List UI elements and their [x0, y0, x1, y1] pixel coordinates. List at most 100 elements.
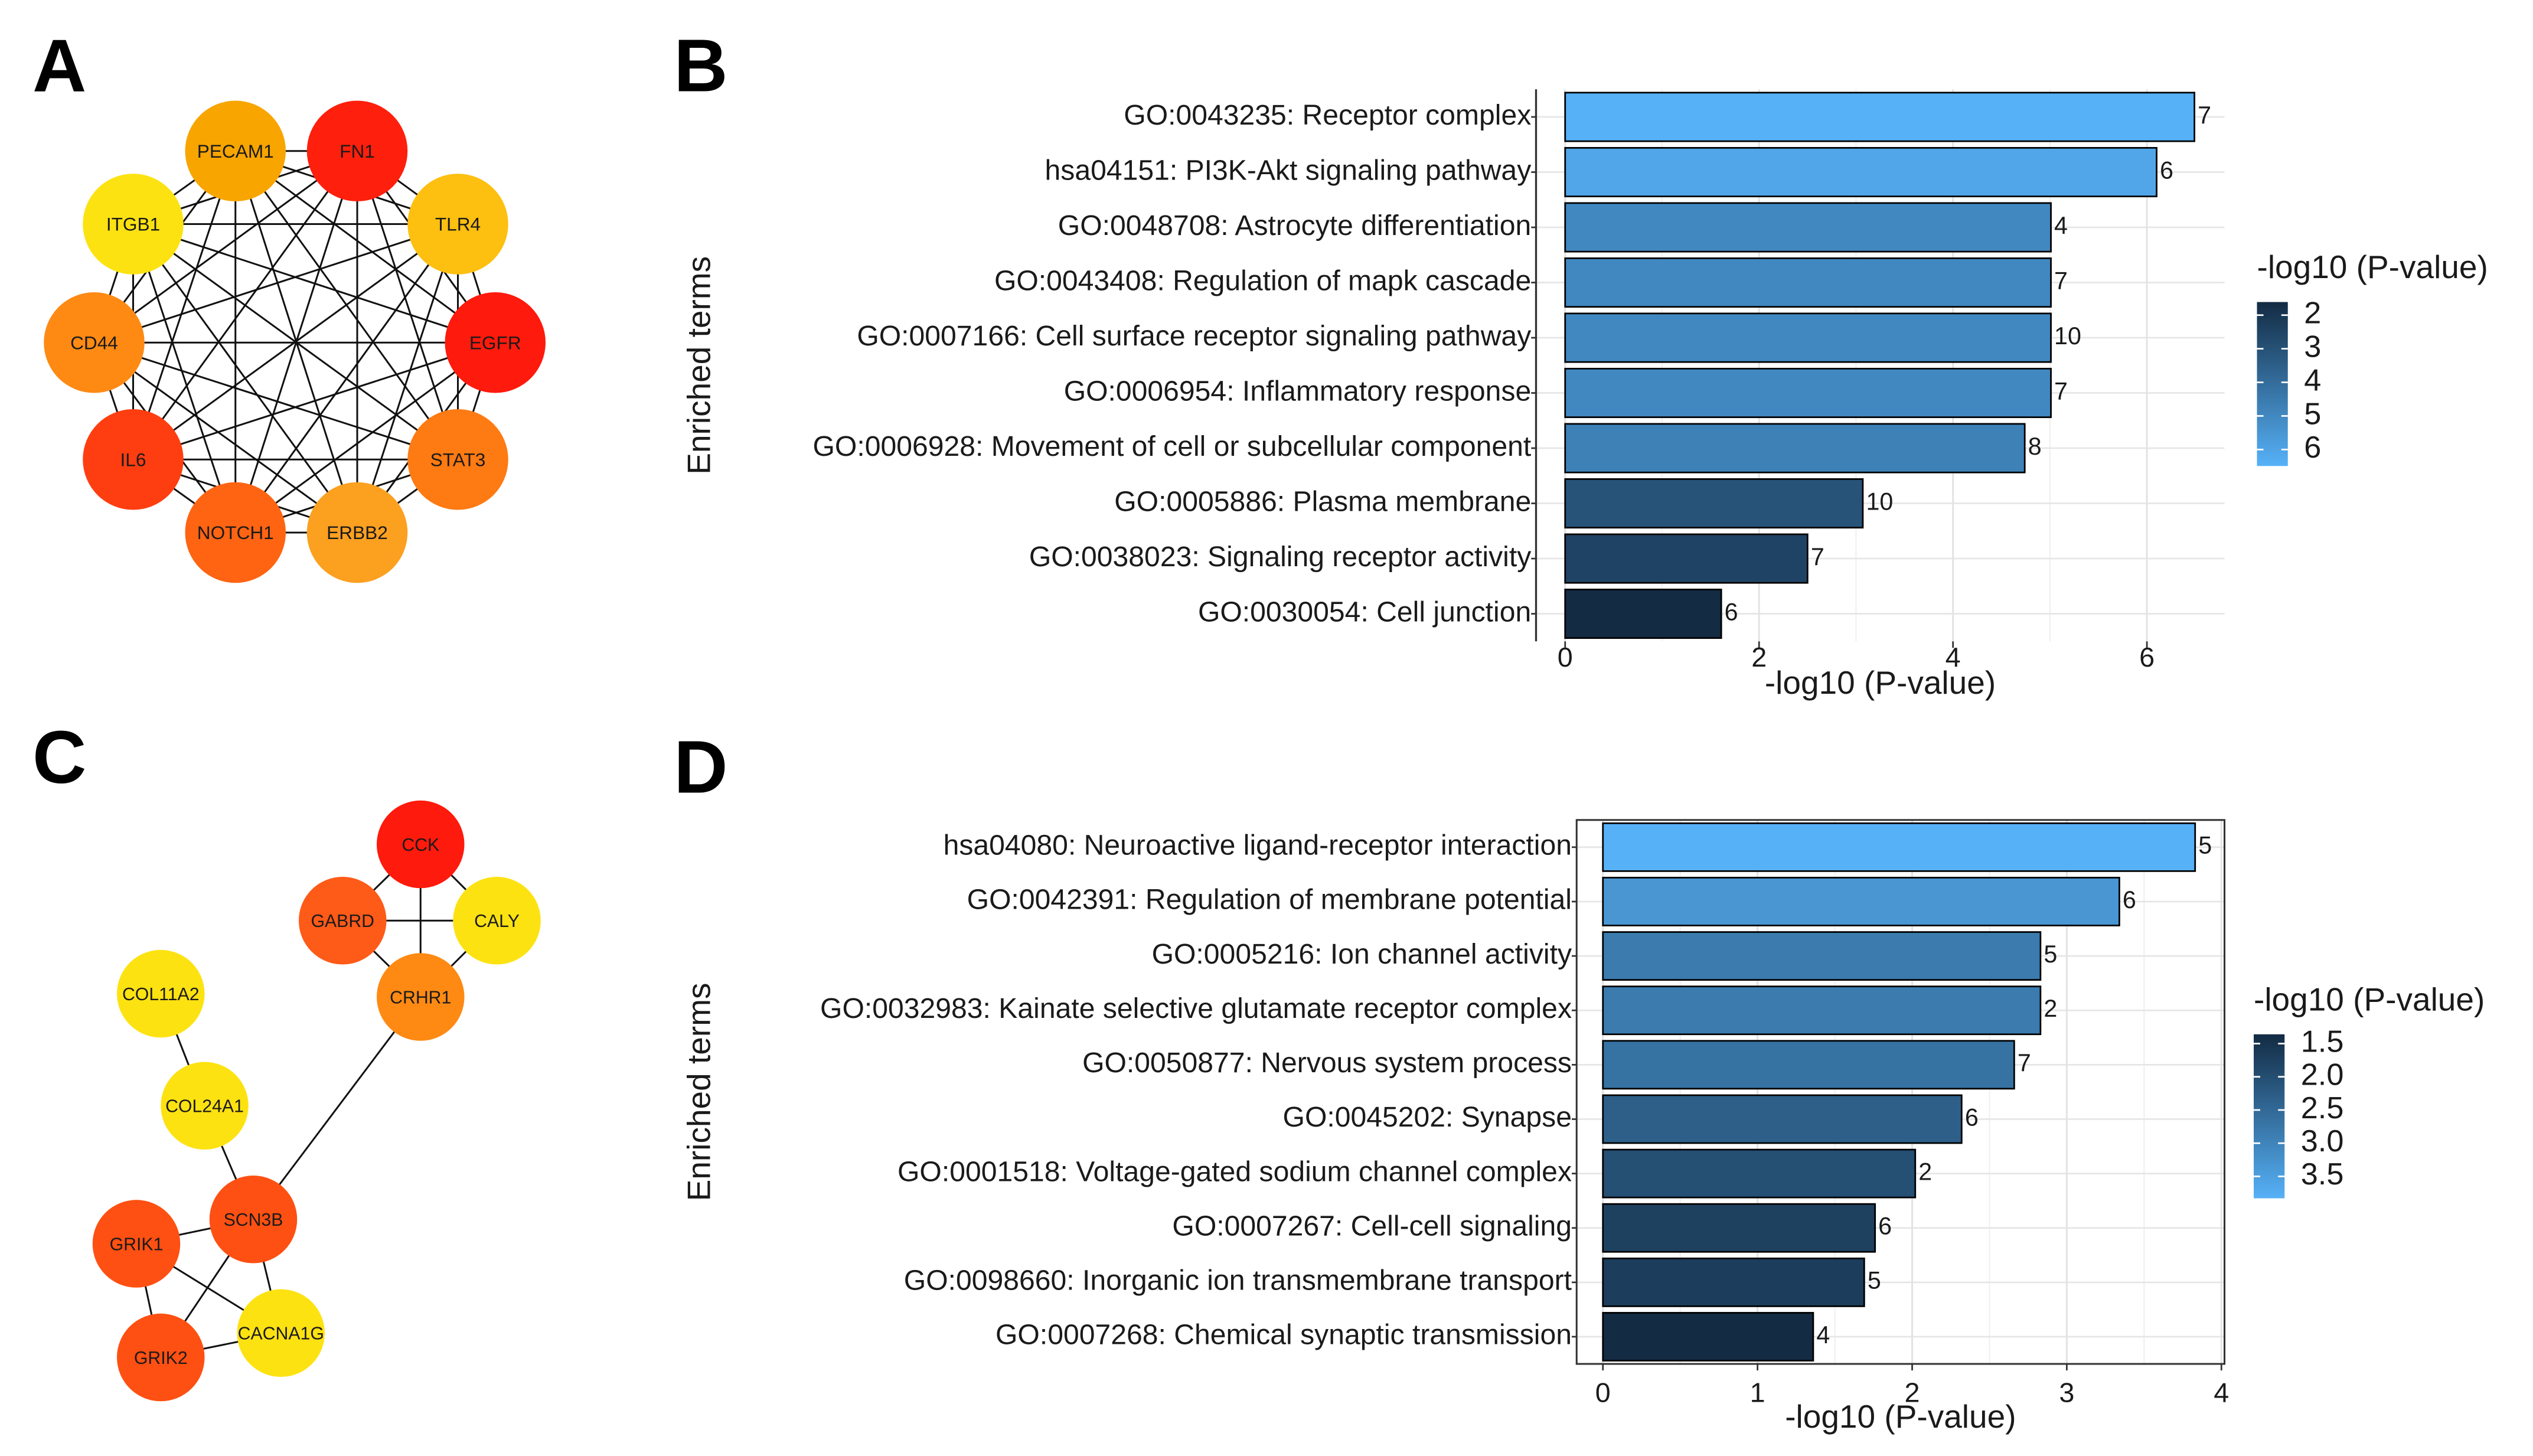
bar: [1602, 1257, 1865, 1307]
count-label: 2: [1918, 1158, 1932, 1185]
bar: [1602, 877, 2120, 926]
y-tick-label: GO:0006928: Movement of cell or subcellu…: [812, 430, 1531, 462]
network-node: [209, 1176, 298, 1264]
node-label: COL11A2: [122, 985, 200, 1004]
bar: [1602, 1094, 1963, 1144]
network-node: [407, 174, 508, 275]
node-label: PECAM1: [197, 141, 274, 162]
legend-tick-label: 2.0: [2301, 1058, 2344, 1092]
y-tick-label: hsa04151: PI3K-Akt signaling pathway: [1045, 154, 1532, 186]
y-tick-label: hsa04080: Neuroactive ligand-receptor in…: [944, 830, 1572, 861]
y-tick-label: GO:0045202: Synapse: [1283, 1101, 1572, 1133]
y-tick-label: GO:0032983: Kainate selective glutamate …: [820, 993, 1572, 1024]
count-label: 2: [2044, 995, 2057, 1022]
y-tick-label: GO:0042391: Regulation of membrane poten…: [967, 884, 1572, 916]
x-tick-label: 0: [1558, 642, 1573, 672]
count-label: 4: [2054, 212, 2068, 239]
bar: [1564, 92, 2195, 142]
bar: [1564, 533, 1809, 584]
colorbar: [2257, 302, 2288, 466]
network-node: [237, 1289, 325, 1377]
network-node: [92, 1200, 181, 1288]
bar: [1602, 1203, 1876, 1253]
node-label: TLR4: [435, 214, 481, 235]
y-axis-title: Enriched terms: [681, 982, 717, 1201]
network-edge: [132, 223, 459, 461]
network-node: [185, 482, 286, 583]
bar: [1602, 931, 2042, 981]
y-tick-label: GO:0007267: Cell-cell signaling: [1172, 1210, 1572, 1242]
node-label: CD44: [70, 332, 118, 353]
network-edge: [132, 151, 237, 460]
network-edge: [234, 342, 496, 534]
count-label: 6: [1965, 1104, 1979, 1131]
network-node: [407, 409, 508, 510]
network-edge: [93, 342, 358, 534]
y-tick-label: GO:0001518: Voltage-gated sodium channel…: [897, 1155, 1572, 1187]
count-label: 5: [2044, 941, 2057, 968]
network: PECAM1 FN1 TLR4 EGFR STAT3 ERBB2 NOTCH1 IL6 CD44…: [44, 100, 546, 583]
count-label: 7: [2054, 377, 2068, 404]
network-node: [185, 100, 286, 202]
count-label: 6: [1725, 598, 1738, 625]
bar: [1564, 257, 2052, 308]
node-label: CCK: [402, 835, 439, 855]
network-node: [83, 409, 184, 510]
node-label: FN1: [340, 141, 375, 162]
node-label: EGFR: [469, 332, 521, 353]
network-node: [117, 949, 205, 1038]
count-label: 6: [1878, 1213, 1892, 1240]
x-tick-label: 0: [1595, 1377, 1611, 1408]
x-tick-label: 1: [1750, 1377, 1765, 1408]
bar: [1564, 202, 2052, 253]
x-axis-title: -log10 (P-value): [1785, 1398, 2016, 1435]
x-tick-label: 2: [1751, 642, 1767, 672]
node-label: SCN3B: [224, 1210, 283, 1230]
count-label: 6: [2160, 156, 2173, 184]
count-label: 8: [2028, 433, 2042, 460]
network-edge: [133, 341, 496, 461]
legend-tick-label: 4: [2304, 363, 2321, 397]
x-tick-label: 4: [1946, 642, 1961, 672]
node-label: IL6: [120, 449, 146, 470]
network-edge: [94, 223, 458, 344]
node-label: GRIK2: [134, 1349, 188, 1368]
network-node: [117, 1313, 205, 1402]
node-label: NOTCH1: [197, 522, 274, 543]
node-label: COL24A1: [165, 1097, 244, 1117]
node-label: GABRD: [311, 912, 374, 931]
node-label: ITGB1: [106, 214, 160, 235]
network-edge: [133, 223, 496, 344]
node-label: CACNA1G: [238, 1324, 324, 1344]
network-node: [453, 877, 541, 965]
count-label: 7: [2198, 102, 2211, 129]
panel-label: B: [674, 23, 727, 107]
bar: [1564, 147, 2157, 198]
y-tick-label: GO:0007166: Cell surface receptor signal…: [857, 320, 1531, 352]
legend-tick-label: 3.0: [2301, 1124, 2344, 1158]
bar: [1602, 1312, 1814, 1362]
network-node: [306, 100, 408, 202]
y-tick-label: GO:0005216: Ion channel activity: [1152, 938, 1572, 970]
network-node: [445, 292, 546, 393]
y-tick-label: GO:0050877: Nervous system process: [1082, 1047, 1572, 1079]
count-label: 7: [2018, 1049, 2031, 1076]
network-edge: [132, 224, 237, 533]
network-edge: [94, 341, 458, 461]
network-edge: [252, 996, 422, 1220]
legend-tick-label: 3: [2304, 329, 2321, 364]
node-label: GRIK1: [110, 1235, 164, 1254]
network-node: [299, 877, 387, 965]
network-node: [306, 482, 408, 583]
count-label: 5: [1868, 1267, 1881, 1294]
bar: [1564, 478, 1864, 529]
network-node: [83, 174, 184, 275]
y-tick-label: GO:0043408: Regulation of mapk cascade: [994, 265, 1531, 296]
bar: [1564, 368, 2052, 419]
node-label: STAT3: [430, 449, 486, 470]
network-edge: [132, 223, 358, 533]
count-label: 10: [2054, 322, 2081, 350]
